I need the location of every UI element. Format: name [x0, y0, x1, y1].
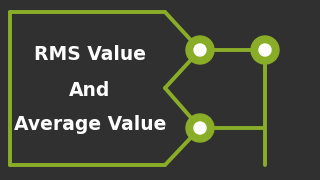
Circle shape — [194, 122, 206, 134]
Circle shape — [259, 44, 271, 56]
Circle shape — [186, 114, 214, 142]
Circle shape — [251, 36, 279, 64]
Circle shape — [186, 36, 214, 64]
Text: RMS Value: RMS Value — [34, 46, 146, 64]
Text: And: And — [69, 80, 111, 100]
Text: Average Value: Average Value — [14, 116, 166, 134]
Circle shape — [194, 44, 206, 56]
